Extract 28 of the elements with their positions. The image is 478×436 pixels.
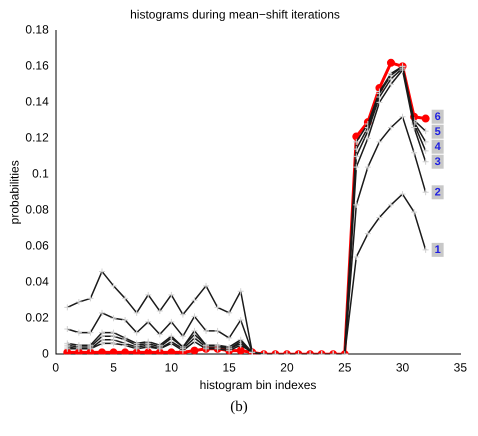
x-axis-title: histogram bin indexes <box>200 378 316 392</box>
y-tick-label: 0.04 <box>25 274 50 289</box>
x-tick-label: 30 <box>396 360 410 375</box>
y-axis-title: probabilities <box>8 160 22 224</box>
annotation: 1 <box>434 244 441 256</box>
y-tick-label: 0.16 <box>25 58 50 73</box>
y-tick-label: 0.12 <box>25 130 50 145</box>
annotation: 6 <box>434 110 441 123</box>
annotation: 5 <box>434 126 441 138</box>
x-tick-label: 10 <box>164 360 178 375</box>
text: (b) <box>229 399 249 416</box>
x-tick-label: 20 <box>280 360 294 375</box>
y-tick-label: 0.02 <box>25 310 50 325</box>
y-tick-label: 0 <box>42 346 50 361</box>
x-tick-label: 0 <box>52 360 60 375</box>
annotation: 4 <box>434 140 442 153</box>
x-tick-label: 35 <box>454 360 468 375</box>
x-tick-label: 25 <box>338 360 352 375</box>
y-tick-label: 0.06 <box>25 238 50 253</box>
y-tick-label: 0.14 <box>25 94 50 109</box>
chart-title: histograms during mean−shift iterations <box>130 8 340 22</box>
annotation: 3 <box>434 156 441 168</box>
y-tick-label: 0.1 <box>32 166 50 181</box>
x-tick-label: 5 <box>110 360 118 375</box>
annotation: 2 <box>434 186 441 198</box>
x-tick-label: 15 <box>222 360 236 375</box>
y-tick-label: 0.18 <box>25 22 50 37</box>
y-tick-label: 0.08 <box>25 202 50 217</box>
